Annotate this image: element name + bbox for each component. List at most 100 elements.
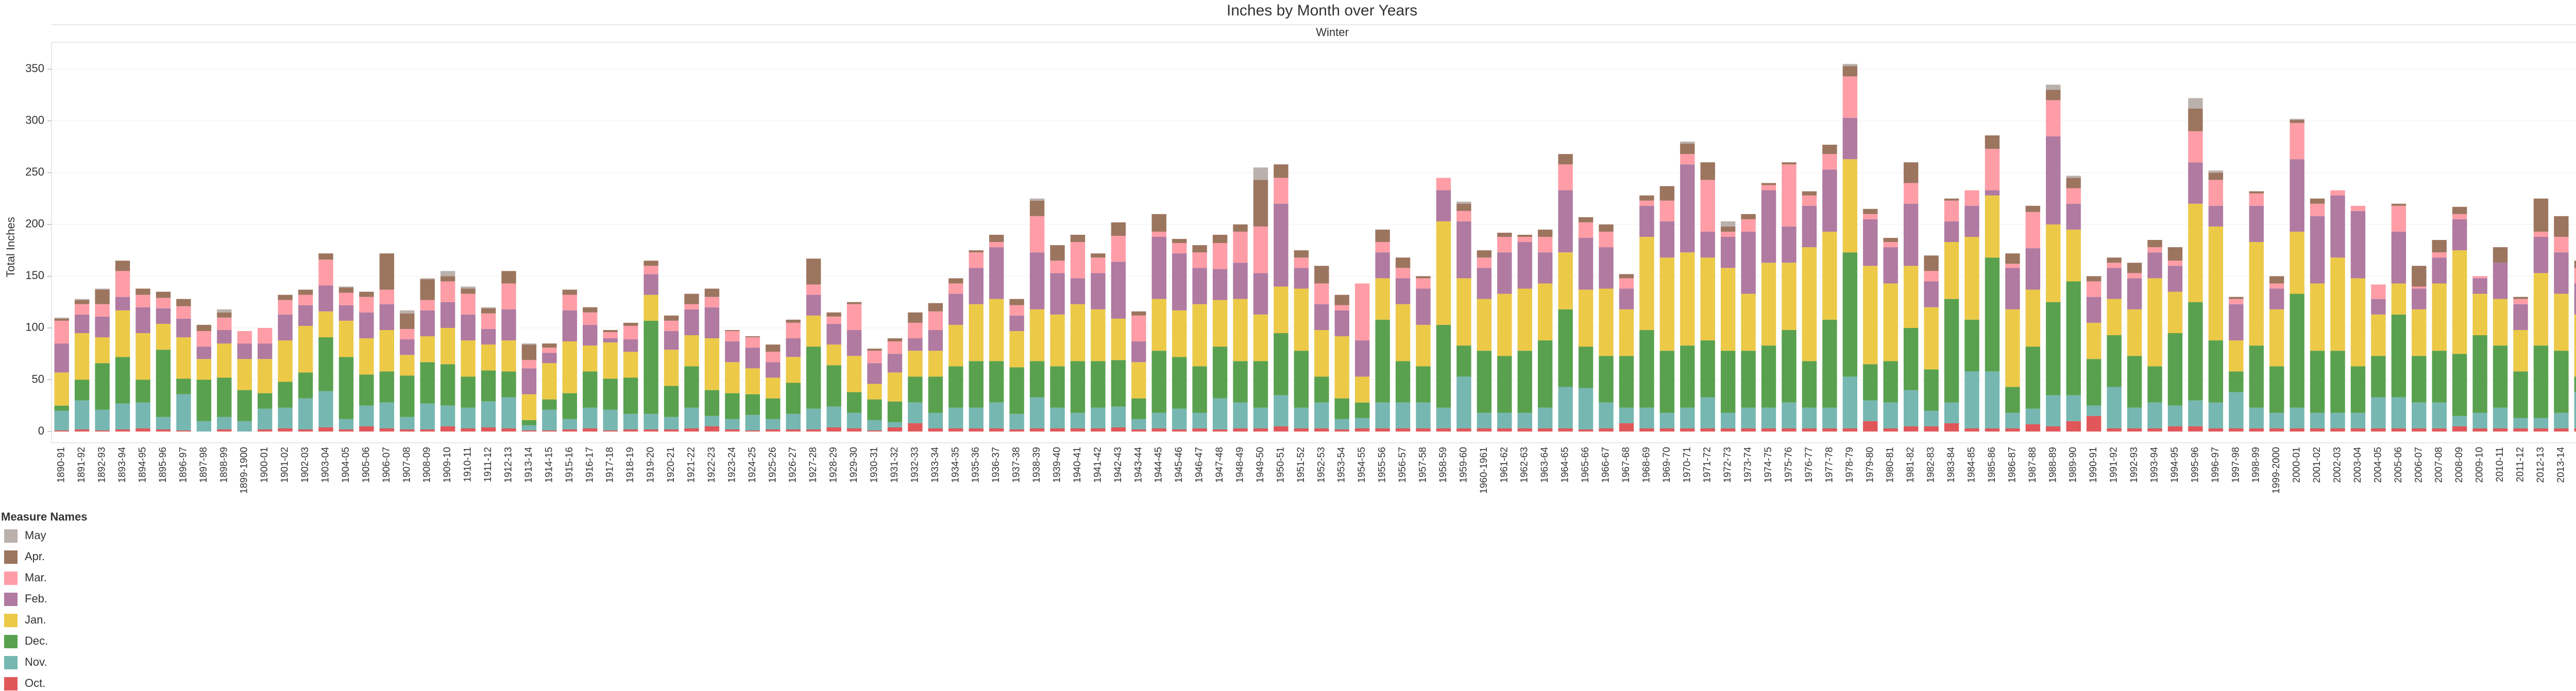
bar-segment (2107, 257, 2122, 263)
bar-segment (1517, 236, 1532, 243)
bar-segment (420, 300, 435, 310)
x-tick-label: 1979-80 (1865, 447, 1875, 483)
bar-segment (623, 325, 638, 340)
bar-segment (1334, 429, 1349, 431)
subtitle: Winter (1316, 26, 1349, 39)
bar-segment (1497, 293, 1512, 356)
bar-segment (2533, 236, 2549, 273)
bar-segment (1050, 245, 1065, 261)
bar-segment (766, 377, 781, 399)
x-tick-label: 1897-98 (198, 447, 209, 483)
bar-segment (1639, 205, 1654, 237)
bar-segment (2533, 428, 2549, 431)
bar-segment (2107, 428, 2122, 431)
bar-segment (1009, 331, 1024, 368)
bar-segment (2167, 426, 2183, 431)
bar-segment (1192, 268, 1207, 304)
bar-segment (704, 390, 720, 416)
bar-segment (237, 390, 252, 421)
bar-segment (1578, 347, 1594, 388)
bar-segment (1537, 252, 1553, 284)
bar-segment (440, 426, 455, 431)
bar-segment (2452, 250, 2467, 354)
bar-segment (2269, 309, 2284, 367)
bar-segment (2167, 405, 2183, 426)
bar-segment (521, 430, 537, 431)
bar-segment (1274, 333, 1289, 395)
bar-segment (1720, 428, 1736, 431)
bar-segment (176, 299, 191, 306)
bar-segment (1700, 340, 1715, 398)
x-tick-label: 1939-40 (1052, 447, 1063, 483)
bar-segment (74, 400, 90, 429)
bar-segment (2452, 219, 2467, 251)
bar-segment (1537, 340, 1553, 408)
bar-segment (379, 253, 395, 290)
bar-segment (318, 285, 333, 312)
bar-segment (1578, 238, 1594, 290)
bar-segment (826, 427, 841, 431)
bar-segment (1659, 412, 1675, 428)
bar-segment (2412, 266, 2427, 287)
bar-segment (1883, 238, 1898, 243)
bar-segment (846, 330, 862, 356)
bar-segment (786, 319, 801, 323)
bar-segment (2391, 205, 2406, 232)
bar-segment (135, 288, 150, 295)
bar-segment (1863, 214, 1878, 219)
bar-segment (867, 430, 882, 431)
bar-segment (1212, 429, 1228, 431)
bar-segment (1334, 310, 1349, 337)
bar-segment (928, 412, 943, 428)
bar-segment (989, 247, 1004, 299)
bar-segment (1354, 418, 1370, 428)
bar-segment (1212, 398, 1228, 429)
bar-segment (481, 307, 496, 308)
bar-segment (1436, 324, 1451, 408)
bar-segment (2412, 288, 2427, 309)
bar-segment (440, 364, 455, 406)
x-tick-label: 1934-35 (950, 447, 961, 483)
x-tick-label: 1966-67 (1601, 447, 1612, 483)
bar-segment (745, 337, 760, 348)
bar-segment (2452, 354, 2467, 416)
bar-segment (2167, 247, 2183, 261)
bar-segment (2412, 356, 2427, 403)
bar-segment (257, 343, 273, 359)
bar-segment (2208, 428, 2224, 431)
bar-segment (1761, 263, 1776, 346)
bar-segment (1111, 235, 1126, 262)
bar-segment (1477, 250, 1492, 258)
bar-segment (156, 417, 171, 429)
bar-segment (2066, 229, 2081, 282)
bar-segment (1863, 421, 1878, 431)
x-tick-label: 1892-93 (97, 447, 108, 483)
bar-segment (1517, 428, 1532, 431)
x-tick-label: 1913-14 (523, 447, 534, 483)
bar-segment (2371, 299, 2386, 315)
bar-segment (1558, 252, 1573, 309)
x-tick-label: 1972-73 (1722, 447, 1733, 483)
bar-segment (2290, 407, 2304, 428)
bar-segment (156, 308, 171, 324)
bar-segment (278, 300, 293, 315)
bar-segment (2188, 108, 2203, 131)
bar-segment (481, 344, 496, 371)
bar-segment (2005, 268, 2020, 309)
bar-segment (2350, 412, 2366, 428)
x-tick-label: 2013-14 (2555, 447, 2566, 483)
bar-segment (1416, 366, 1431, 403)
bar-segment (1233, 231, 1248, 263)
bar-segment (501, 271, 516, 284)
bar-segment (1151, 428, 1166, 431)
y-tick-label: 200 (25, 217, 44, 230)
x-tick-label: 1990-91 (2088, 447, 2099, 483)
bar-segment (2290, 231, 2304, 294)
bar-segment (1537, 428, 1553, 431)
bar-segment (1456, 201, 1471, 204)
bar-segment (1964, 205, 1979, 237)
x-tick-label: 1922-23 (706, 447, 717, 483)
bar-segment (2554, 216, 2569, 237)
bar-segment (176, 306, 191, 319)
bar-segment (1517, 351, 1532, 413)
